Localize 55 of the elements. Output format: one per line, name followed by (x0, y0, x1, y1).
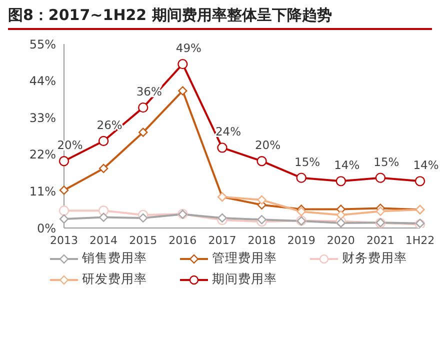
point (336, 210, 346, 220)
point (257, 195, 266, 204)
data-label: 15% (294, 154, 320, 169)
x-tick-label: 2013 (50, 234, 78, 247)
y-tick-label: 0% (36, 221, 56, 236)
point (59, 214, 69, 224)
y-tick-label: 22% (29, 148, 56, 162)
legend-label: 期间费用率 (212, 271, 277, 288)
y-tick-label: 33% (29, 110, 56, 125)
point (138, 213, 148, 223)
x-tick-label: 2014 (90, 234, 118, 247)
point (296, 172, 306, 183)
point (138, 102, 148, 113)
y-tick-label: 44% (29, 74, 56, 88)
data-label: 14% (413, 158, 439, 172)
legend-label: 财务费用率 (342, 250, 407, 267)
point (178, 86, 188, 96)
point (257, 215, 266, 224)
data-label: 26% (96, 118, 122, 132)
point (58, 206, 70, 216)
x-tick-label: 2021 (366, 234, 394, 247)
point (218, 213, 227, 223)
data-label: 14% (334, 158, 360, 172)
x-tick-label: 2015 (129, 234, 158, 247)
chart-title: 图8：2017~1H22 期间费用率整体呈下降趋势 (8, 6, 432, 30)
y-tick-label: 11% (29, 184, 56, 198)
data-label: 20% (254, 138, 281, 152)
x-tick-label: 2018 (248, 234, 276, 247)
legend-label: 研发费用率 (82, 271, 147, 288)
point (59, 186, 69, 195)
point (376, 206, 386, 216)
legend-label: 销售费用率 (82, 250, 147, 267)
point (138, 128, 148, 137)
x-tick-label: 2020 (326, 234, 355, 247)
data-label: 15% (374, 154, 400, 169)
y-tick-label: 55% (29, 37, 56, 52)
data-label: 20% (57, 138, 83, 152)
point (98, 136, 109, 146)
x-tick-label: 2017 (208, 234, 236, 247)
point (98, 164, 108, 174)
point (414, 176, 426, 186)
point (178, 58, 188, 70)
point (336, 176, 346, 186)
point (217, 142, 228, 153)
legend-label: 管理费用率 (212, 250, 277, 267)
point (98, 212, 108, 222)
x-tick-label: 1H22 (405, 234, 435, 247)
point (296, 207, 306, 216)
data-label: 49% (176, 41, 202, 56)
data-label: 24% (215, 124, 242, 139)
point (58, 156, 70, 166)
point (375, 172, 386, 183)
x-tick-label: 2016 (168, 234, 197, 247)
x-tick-label: 2019 (287, 234, 316, 247)
point (256, 156, 267, 166)
